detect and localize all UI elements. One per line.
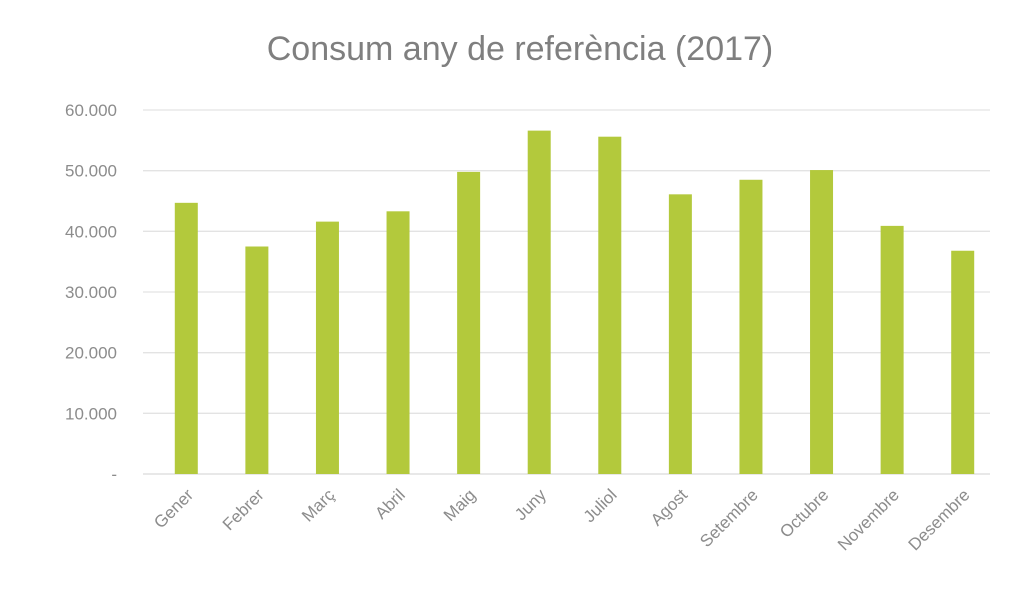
y-tick-label: 60.000 (65, 101, 117, 120)
x-tick-label: Setembre (696, 485, 762, 551)
x-tick-label: Abril (371, 485, 408, 522)
bar-setembre (739, 179, 763, 474)
chart-title: Consum any de referència (2017) (266, 30, 774, 68)
x-tick-label: Maig (440, 485, 479, 524)
x-tick-label: Octubre (776, 485, 832, 541)
y-tick-label: 50.000 (65, 162, 117, 181)
y-tick-label: 20.000 (65, 344, 117, 363)
bar-agost (668, 194, 692, 474)
x-tick-label: Juliol (580, 485, 621, 526)
y-tick-label: - (111, 465, 117, 484)
bars (174, 130, 975, 475)
x-tick-label: Febrer (219, 485, 268, 534)
x-tick-label: Desembre (905, 485, 974, 554)
bar-març (315, 221, 339, 474)
y-tick-label: 30.000 (65, 283, 117, 302)
bar-desembre (951, 250, 975, 474)
bar-febrer (245, 246, 269, 474)
y-axis-tick-labels: - 10.000 20.000 30.000 40.000 50.000 60.000 (65, 101, 117, 484)
x-tick-label: Novembre (834, 485, 903, 554)
y-tick-label: 40.000 (65, 222, 117, 241)
x-tick-label: Gener (150, 485, 197, 532)
bar-novembre (880, 225, 904, 474)
x-tick-label: Març (298, 485, 339, 526)
bar-maig (457, 171, 481, 474)
bar-gener (174, 202, 198, 474)
bar-juliol (598, 136, 622, 474)
bar-juny (527, 130, 551, 475)
x-tick-label: Agost (647, 485, 691, 529)
x-axis-category-labels: Gener Febrer Març Abril Maig Juny Juliol Agost S… (150, 485, 973, 554)
bar-octubre (810, 170, 834, 474)
x-tick-label: Juny (511, 485, 550, 524)
y-tick-label: 10.000 (65, 404, 117, 423)
bar-abril (386, 211, 410, 474)
gridlines (143, 109, 990, 475)
